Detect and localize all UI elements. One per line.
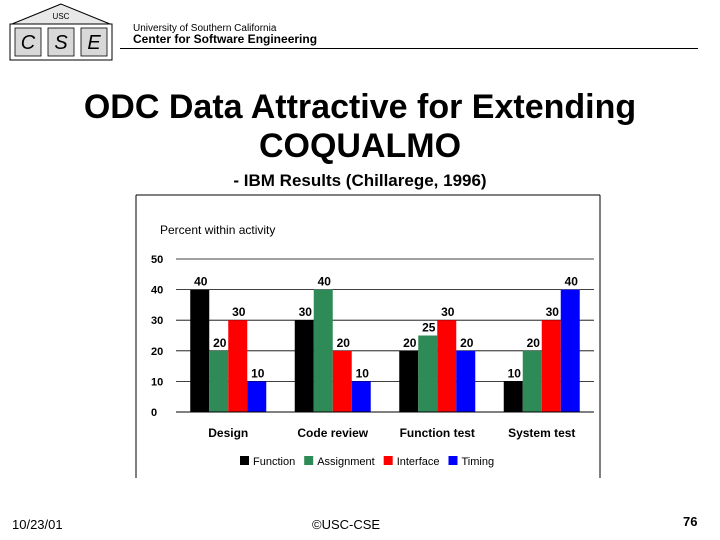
header-rule [120, 48, 698, 49]
logo-letter-s: S [54, 32, 68, 54]
legend-label: Interface [397, 456, 440, 468]
legend-swatch [383, 456, 393, 465]
page-number: 76 [683, 514, 698, 529]
x-tick-label: Design [208, 426, 248, 440]
y-tick-label: 40 [151, 285, 163, 297]
bar-function [190, 289, 210, 412]
bar-data-label: 20 [527, 336, 541, 350]
bar-data-label: 10 [251, 366, 265, 380]
bar-interface [437, 320, 457, 412]
bar-timing [456, 350, 476, 412]
bar-data-label: 20 [337, 336, 351, 350]
y-tick-label: 0 [151, 407, 157, 419]
slide-title-line1: ODC Data Attractive for Extending [83, 88, 637, 126]
bar-data-label: 30 [441, 305, 455, 319]
x-tick-label: Code review [297, 426, 368, 440]
bar-data-label: 20 [403, 336, 417, 350]
logo-letter-e: E [87, 32, 101, 54]
logo-letter-c: C [21, 32, 36, 54]
legend-swatch [240, 456, 249, 465]
bar-data-label: 20 [213, 336, 227, 350]
bar-assignment [313, 289, 333, 412]
bar-timing [247, 381, 267, 412]
bar-data-label: 10 [356, 366, 370, 380]
x-tick-label: Function test [400, 426, 475, 440]
bar-timing [560, 289, 580, 412]
cse-logo: USC C S E [9, 3, 113, 61]
university-name: University of Southern California [133, 23, 277, 34]
bar-assignment [418, 335, 438, 412]
logo-small-text: USC [53, 12, 70, 21]
bar-interface [228, 320, 248, 412]
legend-swatch [448, 456, 458, 465]
y-tick-label: 20 [151, 346, 163, 358]
bar-assignment [522, 350, 542, 412]
legend-label: Timing [462, 456, 495, 468]
bar-data-label: 20 [460, 336, 474, 350]
legend-swatch [304, 456, 314, 465]
bar-function [294, 320, 314, 412]
bar-assignment [209, 350, 229, 412]
y-tick-label: 30 [151, 315, 163, 327]
bar-data-label: 30 [232, 305, 246, 319]
bar-data-label: 10 [508, 366, 522, 380]
bar-data-label: 40 [318, 275, 332, 289]
bar-data-label: 25 [422, 321, 436, 335]
bar-data-label: 30 [546, 305, 560, 319]
chart-title: Percent within activity [160, 223, 275, 237]
bar-function [503, 381, 523, 412]
bar-function [399, 350, 419, 412]
legend-label: Function [253, 456, 295, 468]
bar-timing [351, 381, 371, 412]
bar-interface [332, 350, 352, 412]
center-name: Center for Software Engineering [133, 32, 318, 46]
slide-title-line2: COQUALMO [258, 127, 462, 165]
bar-interface [541, 320, 561, 412]
bar-data-label: 40 [194, 275, 208, 289]
bar-data-label: 30 [299, 305, 313, 319]
bar-data-label: 40 [565, 275, 579, 289]
footer-copyright: ©USC-CSE [312, 517, 381, 532]
slide-title: ODC Data Attractive for Extending COQUAL… [0, 88, 720, 166]
y-tick-label: 10 [151, 376, 163, 388]
footer-date: 10/23/01 [12, 517, 63, 532]
x-tick-label: System test [508, 426, 575, 440]
slide-subtitle: - IBM Results (Chillarege, 1996) [233, 171, 487, 190]
legend-label: Assignment [317, 456, 374, 468]
y-tick-label: 50 [151, 254, 163, 266]
